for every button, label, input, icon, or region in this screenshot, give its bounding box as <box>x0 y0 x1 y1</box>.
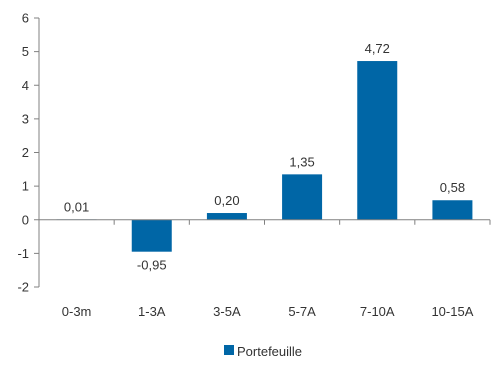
y-axis: -2 -1 0 1 2 3 4 5 6 <box>17 11 40 295</box>
bar-value-label: -0,95 <box>137 258 167 273</box>
bar <box>432 200 473 220</box>
bars <box>56 61 473 252</box>
bar-value-label: 0,01 <box>64 199 89 214</box>
y-tick-label: 1 <box>22 179 29 194</box>
legend-swatch <box>224 345 234 355</box>
bar-value-label: 4,72 <box>365 41 390 56</box>
legend: Portefeuille <box>224 344 302 359</box>
bar-value-label: 1,35 <box>289 154 314 169</box>
x-category-label: 1-3A <box>138 304 166 319</box>
legend-label: Portefeuille <box>237 344 302 359</box>
data-labels: 0,01 -0,95 0,20 1,35 4,72 0,58 <box>64 41 465 273</box>
x-category-label: 0-3m <box>62 304 92 319</box>
y-tick-label: 4 <box>22 78 29 93</box>
bar <box>357 61 398 220</box>
y-tick-label: 0 <box>22 212 29 227</box>
y-tick-label: 6 <box>22 11 29 26</box>
x-category-label: 10-15A <box>431 304 473 319</box>
y-tick-label: 5 <box>22 44 29 59</box>
bar-value-label: 0,20 <box>214 193 239 208</box>
bar <box>206 213 247 220</box>
bar <box>282 174 323 220</box>
y-tick-label: 2 <box>22 145 29 160</box>
y-tick-label: 3 <box>22 111 29 126</box>
y-tick-label: -2 <box>17 280 29 295</box>
bar-value-label: 0,58 <box>440 180 465 195</box>
y-tick-label: -1 <box>17 246 29 261</box>
x-category-label: 5-7A <box>288 304 316 319</box>
x-axis: 0-3m 1-3A 3-5A 5-7A 7-10A 10-15A <box>38 219 491 319</box>
x-category-label: 7-10A <box>360 304 395 319</box>
x-category-label: 3-5A <box>213 304 241 319</box>
bar <box>131 219 172 252</box>
